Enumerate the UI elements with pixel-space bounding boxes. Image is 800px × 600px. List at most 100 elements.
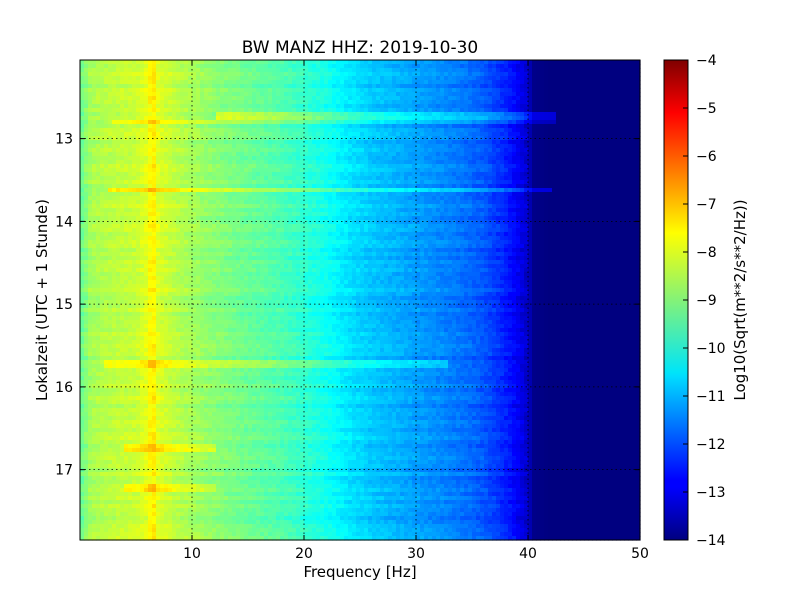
heatmap-cell — [116, 100, 121, 105]
heatmap-cell — [344, 184, 349, 189]
heatmap-cell — [336, 124, 341, 129]
heatmap-cell — [120, 92, 125, 97]
heatmap-cell — [400, 76, 405, 81]
heatmap-cell — [268, 164, 273, 169]
heatmap-cell — [96, 184, 101, 189]
heatmap-cell — [288, 96, 293, 101]
heatmap-cell — [380, 108, 385, 113]
heatmap-cell — [424, 64, 429, 69]
heatmap-cell — [212, 180, 217, 185]
heatmap-cell — [284, 152, 289, 157]
heatmap-cell — [460, 92, 465, 97]
heatmap-cell — [200, 104, 205, 109]
heatmap-cell — [552, 104, 557, 109]
heatmap-cell — [344, 188, 349, 193]
heatmap-cell — [320, 176, 325, 181]
heatmap-cell — [608, 116, 613, 121]
heatmap-cell — [616, 168, 621, 173]
heatmap-cell — [140, 80, 145, 85]
heatmap-cell — [100, 72, 105, 77]
heatmap-cell — [472, 68, 477, 73]
heatmap-cell — [436, 188, 441, 193]
heatmap-cell — [468, 196, 473, 201]
heatmap-cell — [200, 144, 205, 149]
heatmap-cell — [460, 188, 465, 193]
heatmap-cell — [632, 104, 637, 109]
heatmap-cell — [244, 192, 249, 197]
heatmap-cell — [228, 124, 233, 129]
heatmap-cell — [328, 192, 333, 197]
heatmap-cell — [352, 168, 357, 173]
heatmap-cell — [204, 92, 209, 97]
heatmap-cell — [228, 144, 233, 149]
heatmap-cell — [464, 72, 469, 77]
heatmap-cell — [172, 144, 177, 149]
heatmap-cell — [456, 176, 461, 181]
heatmap-cell — [84, 136, 89, 141]
heatmap-cell — [360, 80, 365, 85]
heatmap-cell — [500, 120, 505, 125]
heatmap-cell — [356, 112, 361, 117]
heatmap-cell — [252, 196, 257, 201]
heatmap-cell — [472, 144, 477, 149]
heatmap-cell — [472, 120, 477, 125]
heatmap-cell — [464, 168, 469, 173]
heatmap-cell — [328, 124, 333, 129]
heatmap-cell — [160, 88, 165, 93]
heatmap-cell — [208, 88, 213, 93]
heatmap-cell — [260, 188, 265, 193]
heatmap-cell — [276, 172, 281, 177]
heatmap-cell — [388, 172, 393, 177]
heatmap-cell — [356, 116, 361, 121]
heatmap-cell — [556, 116, 561, 121]
heatmap-cell — [464, 92, 469, 97]
heatmap-cell — [516, 72, 521, 77]
heatmap-cell — [156, 112, 161, 117]
heatmap-cell — [620, 172, 625, 177]
heatmap-cell — [264, 148, 269, 153]
heatmap-cell — [544, 60, 549, 65]
heatmap-cell — [304, 92, 309, 97]
heatmap-cell — [360, 76, 365, 81]
heatmap-cell — [504, 64, 509, 69]
heatmap-cell — [528, 72, 533, 77]
heatmap-cell — [588, 132, 593, 137]
heatmap-cell — [568, 120, 573, 125]
heatmap-cell — [392, 176, 397, 181]
heatmap-cell — [360, 100, 365, 105]
heatmap-cell — [256, 104, 261, 109]
heatmap-cell — [216, 128, 221, 133]
heatmap-cell — [404, 96, 409, 101]
heatmap-cell — [340, 96, 345, 101]
heatmap-cell — [536, 152, 541, 157]
heatmap-cell — [320, 192, 325, 197]
heatmap-cell — [480, 188, 485, 193]
heatmap-cell — [408, 116, 413, 121]
heatmap-cell — [168, 108, 173, 113]
heatmap-cell — [444, 160, 449, 165]
heatmap-cell — [160, 100, 165, 105]
heatmap-cell — [172, 168, 177, 173]
heatmap-cell — [464, 188, 469, 193]
heatmap-cell — [340, 188, 345, 193]
heatmap-cell — [336, 156, 341, 161]
heatmap-cell — [160, 144, 165, 149]
heatmap-cell — [376, 100, 381, 105]
heatmap-cell — [128, 148, 133, 153]
heatmap-cell — [612, 148, 617, 153]
heatmap-cell — [572, 112, 577, 117]
heatmap-cell — [540, 192, 545, 197]
heatmap-cell — [492, 172, 497, 177]
heatmap-cell — [412, 68, 417, 73]
heatmap-cell — [364, 72, 369, 77]
heatmap-cell — [364, 132, 369, 137]
heatmap-cell — [468, 136, 473, 141]
heatmap-cell — [116, 136, 121, 141]
heatmap-cell — [544, 196, 549, 201]
heatmap-cell — [392, 64, 397, 69]
heatmap-cell — [380, 180, 385, 185]
heatmap-cell — [156, 88, 161, 93]
heatmap-cell — [172, 164, 177, 169]
heatmap-cell — [348, 152, 353, 157]
heatmap-cell — [352, 180, 357, 185]
